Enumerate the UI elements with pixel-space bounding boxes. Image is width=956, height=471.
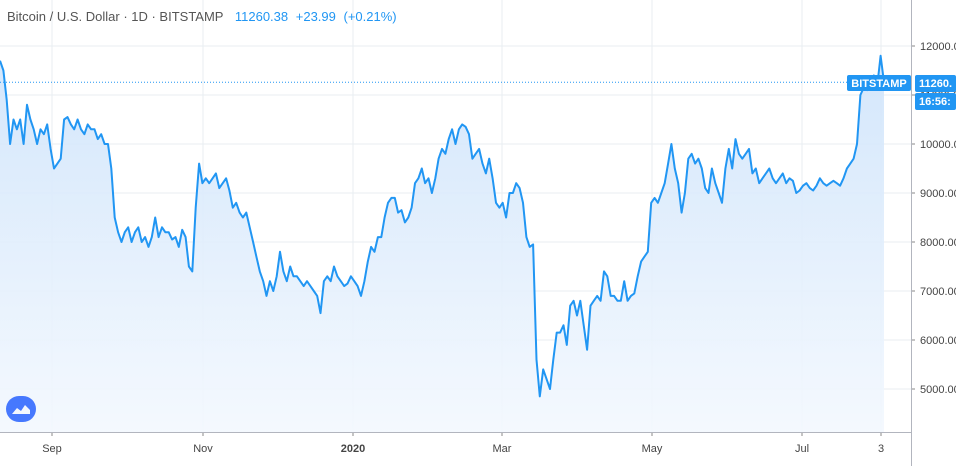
- last-price-tag-label: 11260.: [919, 78, 952, 90]
- legend-change: +23.99: [295, 9, 336, 24]
- exchange-tag: [847, 75, 911, 91]
- y-tick-label: 8000.00: [920, 237, 956, 249]
- chart-legend: Bitcoin / U.S. Dollar · 1D · BITSTAMP 11…: [7, 9, 397, 24]
- countdown-tag: [915, 93, 956, 110]
- y-tick-label: 6000.00: [920, 335, 956, 347]
- x-tick-label: 3: [878, 443, 884, 455]
- x-tick-label: 2020: [341, 443, 365, 455]
- legend-change-pct: (+0.21%): [343, 9, 397, 24]
- symbol-title: Bitcoin / U.S. Dollar · 1D · BITSTAMP: [7, 9, 224, 24]
- x-tick-label: Jul: [795, 443, 809, 455]
- exchange-tag-label: BITSTAMP: [851, 78, 906, 90]
- price-tags: BITSTAMP 11260. 16:56:: [847, 75, 956, 110]
- area-fill: [0, 55, 884, 433]
- y-tick-label: 12000.00: [920, 41, 956, 53]
- y-tick-label: 9000.00: [920, 188, 956, 200]
- x-tick-label: Nov: [193, 443, 213, 455]
- price-line: [0, 54, 885, 398]
- y-tick-label: 5000.00: [920, 384, 956, 396]
- price-line-layer: [0, 54, 911, 398]
- price-area: [0, 55, 884, 433]
- y-tick-label: 10000.00: [920, 139, 956, 151]
- x-tick-label: Sep: [42, 443, 62, 455]
- x-tick-label: May: [642, 443, 663, 455]
- x-tick-label: Mar: [493, 443, 512, 455]
- y-tick-label: 7000.00: [920, 286, 956, 298]
- tradingview-logo-icon[interactable]: [6, 396, 36, 422]
- last-price-tag: [915, 75, 956, 92]
- legend-price: 11260.38: [234, 9, 289, 24]
- countdown-tag-label: 16:56:: [919, 96, 951, 108]
